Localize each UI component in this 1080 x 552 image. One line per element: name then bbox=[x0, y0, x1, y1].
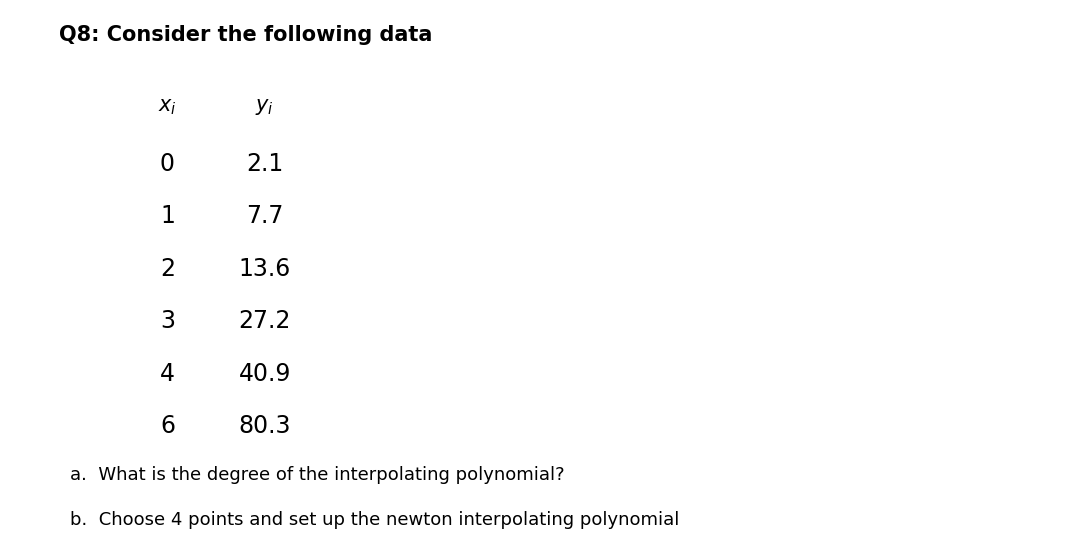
Text: 1: 1 bbox=[160, 204, 175, 228]
Text: $y_i$: $y_i$ bbox=[255, 97, 274, 116]
Text: 2.1: 2.1 bbox=[246, 152, 283, 176]
Text: 3: 3 bbox=[160, 309, 175, 333]
Text: 4: 4 bbox=[160, 362, 175, 385]
Text: 2: 2 bbox=[160, 257, 175, 280]
Text: 0: 0 bbox=[160, 152, 175, 176]
Text: 7.7: 7.7 bbox=[246, 204, 283, 228]
Text: $x_i$: $x_i$ bbox=[158, 97, 177, 116]
Text: 13.6: 13.6 bbox=[239, 257, 291, 280]
Text: 80.3: 80.3 bbox=[239, 414, 291, 438]
Text: Q8: Consider the following data: Q8: Consider the following data bbox=[59, 25, 433, 45]
Text: b.  Choose 4 points and set up the newton interpolating polynomial: b. Choose 4 points and set up the newton… bbox=[70, 511, 679, 529]
Text: 6: 6 bbox=[160, 414, 175, 438]
Text: 27.2: 27.2 bbox=[239, 309, 291, 333]
Text: a.  What is the degree of the interpolating polynomial?: a. What is the degree of the interpolati… bbox=[70, 466, 565, 485]
Text: 40.9: 40.9 bbox=[239, 362, 291, 385]
